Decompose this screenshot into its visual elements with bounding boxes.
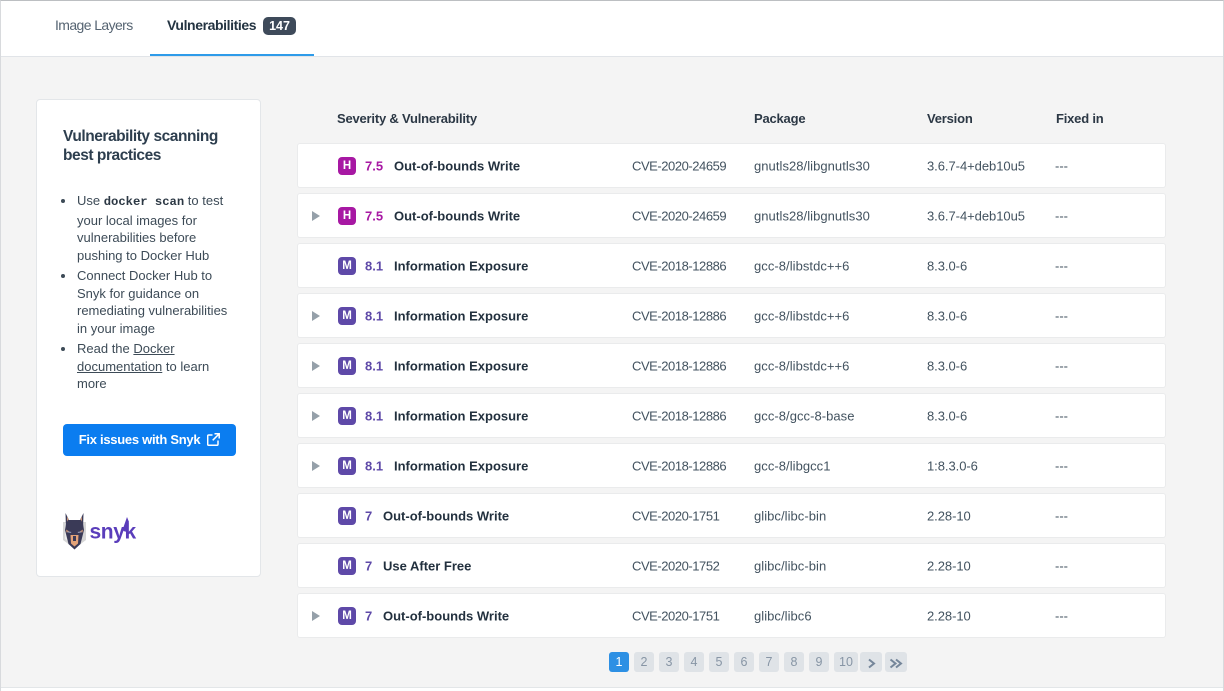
svg-text:snyk: snyk — [90, 521, 137, 544]
